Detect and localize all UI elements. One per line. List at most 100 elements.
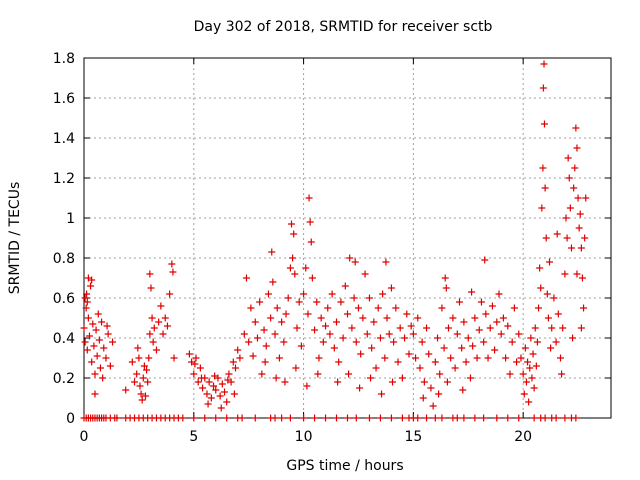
chart-title: Day 302 of 2018, SRMTID for receiver sct… (194, 19, 493, 35)
data-point (460, 318, 468, 326)
y-tick-label: 1.4 (53, 131, 75, 147)
data-point (286, 264, 294, 272)
data-point (305, 194, 313, 202)
data-point (582, 194, 590, 202)
data-point (513, 358, 521, 366)
data-point (370, 318, 378, 326)
data-point (303, 382, 311, 390)
data-point (146, 330, 154, 338)
data-point (416, 364, 424, 372)
data-point (515, 330, 523, 338)
data-point (491, 346, 499, 354)
zero-point (179, 414, 187, 422)
data-point (535, 304, 543, 312)
data-point (190, 370, 198, 378)
zero-point (398, 414, 406, 422)
data-point (232, 364, 240, 372)
y-tick-label: 0.2 (53, 371, 75, 387)
data-point (532, 362, 540, 370)
data-point (170, 354, 178, 362)
data-point (311, 326, 319, 334)
data-point (330, 344, 338, 352)
data-point (217, 404, 225, 412)
data-point (147, 284, 155, 292)
data-point (539, 164, 547, 172)
data-point (150, 324, 158, 332)
data-point (526, 364, 534, 372)
data-point (520, 390, 528, 398)
data-point (95, 336, 103, 344)
data-point (401, 334, 409, 342)
zero-point (493, 414, 501, 422)
data-point (419, 394, 427, 402)
data-point (561, 270, 569, 278)
data-point (576, 210, 584, 218)
data-point (398, 374, 406, 382)
zero-point (352, 414, 360, 422)
data-point (230, 390, 238, 398)
x-tick-label: 15 (404, 429, 422, 445)
data-point (573, 144, 581, 152)
gridlines (84, 58, 611, 418)
data-point (326, 330, 334, 338)
zero-point (387, 414, 395, 422)
data-point (337, 298, 345, 306)
data-point (464, 334, 472, 342)
y-axis-label: SRMTID / TECUs (7, 182, 23, 295)
data-point (519, 370, 527, 378)
data-point (502, 354, 510, 362)
data-point (324, 304, 332, 312)
data-point (541, 184, 549, 192)
data-point (261, 358, 269, 366)
axis-ticks (83, 57, 611, 419)
data-point (273, 304, 281, 312)
data-point (529, 350, 537, 358)
data-point (522, 378, 530, 386)
data-point (83, 346, 91, 354)
data-point (510, 304, 518, 312)
data-point (376, 334, 384, 342)
data-point (196, 364, 204, 372)
data-point (372, 364, 380, 372)
zero-point (311, 414, 319, 422)
data-point (137, 390, 145, 398)
y-tick-label: 0.4 (53, 331, 75, 347)
data-point (575, 224, 583, 232)
y-tick-label: 0.6 (53, 291, 75, 307)
data-point (378, 390, 386, 398)
data-point (293, 324, 301, 332)
data-point (572, 124, 580, 132)
data-point (458, 344, 466, 352)
data-point (93, 352, 101, 360)
data-point (524, 358, 532, 366)
data-point (562, 214, 570, 222)
data-point (434, 334, 442, 342)
data-point (271, 330, 279, 338)
zero-point (322, 414, 330, 422)
data-point (240, 330, 248, 338)
data-point (140, 362, 148, 370)
data-point (495, 290, 503, 298)
data-point (306, 218, 314, 226)
data-point (548, 324, 556, 332)
data-point (84, 314, 92, 322)
data-point (262, 342, 270, 350)
data-point (218, 380, 226, 388)
data-point (536, 264, 544, 272)
data-point (83, 290, 91, 298)
data-point (333, 318, 341, 326)
data-point (352, 338, 360, 346)
data-point (571, 164, 579, 172)
data-point (453, 330, 461, 338)
data-point (539, 84, 547, 92)
data-point (197, 374, 205, 382)
data-point (281, 378, 289, 386)
data-point (445, 324, 453, 332)
data-point (322, 322, 330, 330)
data-point (554, 310, 562, 318)
data-point (381, 354, 389, 362)
data-point (83, 298, 91, 306)
data-point (440, 344, 448, 352)
data-point (224, 376, 232, 384)
data-point (345, 370, 353, 378)
